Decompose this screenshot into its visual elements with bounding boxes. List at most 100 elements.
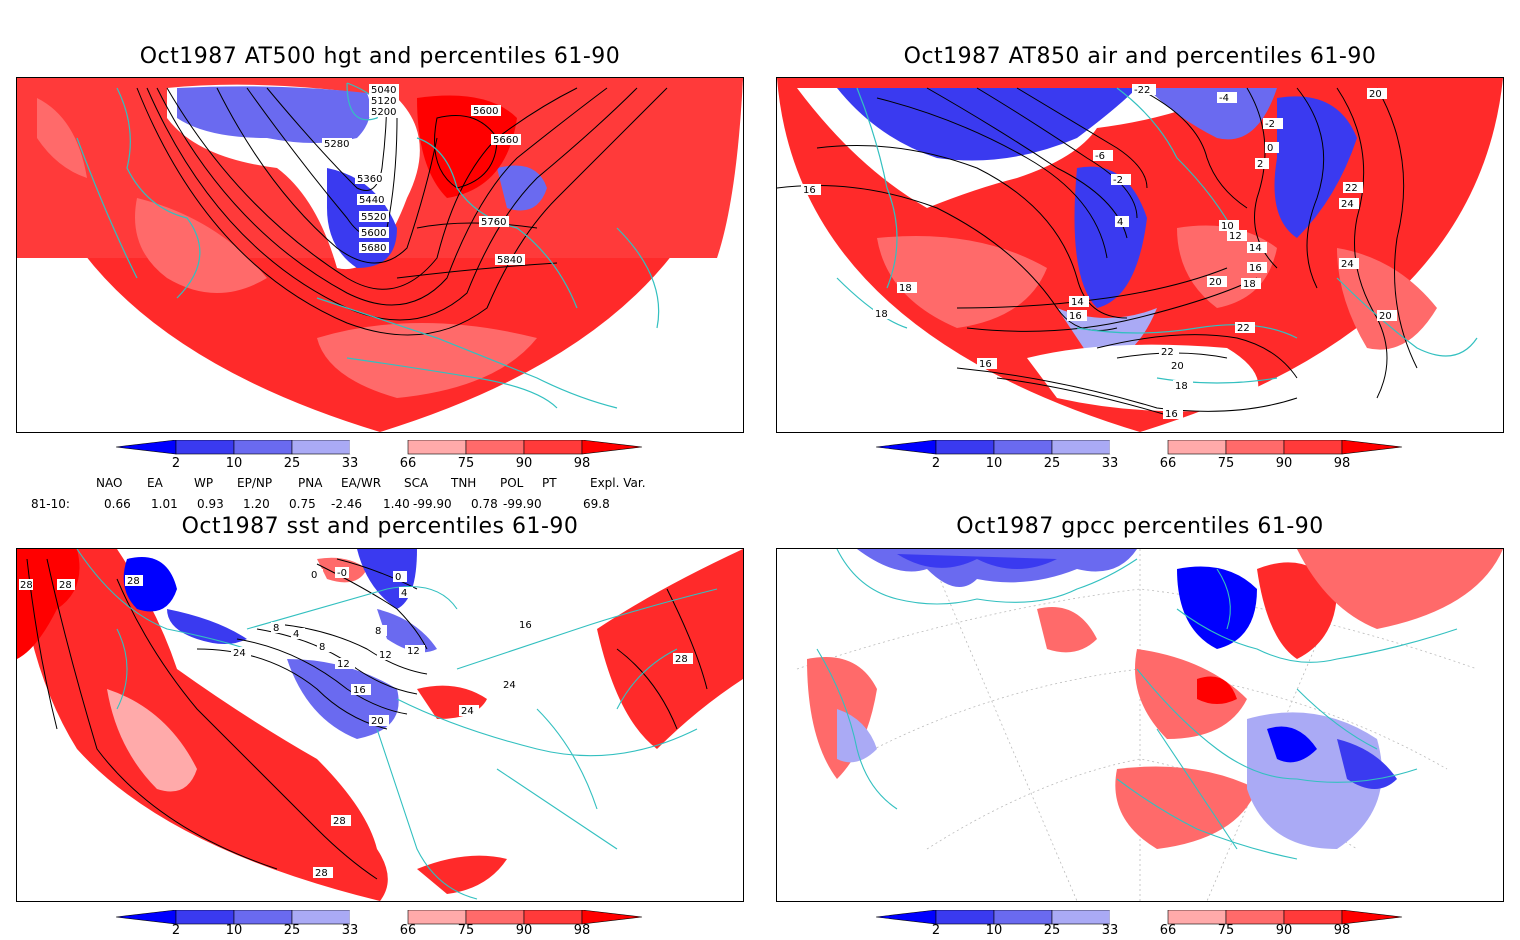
index-value: -99.90 [503, 497, 542, 511]
colorbar-label: 10 [985, 923, 1003, 938]
colorbar-swatches [115, 439, 643, 455]
colorbar-label: 66 [399, 456, 417, 471]
contour-label: 14 [1071, 297, 1084, 308]
contour-label: 22 [1237, 323, 1250, 334]
contour-label: 24 [233, 648, 246, 659]
colorbar-label: 2 [171, 923, 181, 938]
map-hgt: 5040 5120 5200 5280 5360 5440 5520 5600 … [16, 77, 744, 433]
colorbar-label: 25 [1043, 923, 1061, 938]
contour-label: 0 [1267, 143, 1273, 154]
index-header: PNA [298, 476, 323, 490]
contour-label: 8 [273, 623, 279, 634]
contour-label: -2 [1265, 119, 1275, 130]
contour-label: 8 [375, 626, 381, 637]
colorbar-label: 75 [1217, 923, 1235, 938]
colorbar-label: 33 [341, 923, 359, 938]
contour-label: 18 [875, 309, 888, 320]
contour-label: 18 [1175, 381, 1188, 392]
contour-label: 12 [407, 646, 420, 657]
contour-label: 5660 [493, 135, 518, 146]
colorbar-swatches [875, 909, 1403, 925]
contour-label: 5600 [361, 228, 386, 239]
index-header: EP/NP [237, 476, 273, 490]
index-value: 0.78 [471, 497, 498, 511]
contour-label: 28 [20, 580, 33, 591]
contour-label: 28 [675, 654, 688, 665]
index-header-row: NAO EA WP EP/NP PNA EA/WR SCA TNH POL PT… [0, 476, 700, 492]
contour-label: 16 [1165, 409, 1178, 420]
contour-label: 4 [401, 588, 407, 599]
colorbar-swatches [875, 439, 1403, 455]
contour-label: 16 [519, 620, 532, 631]
contour-label: 5600 [473, 106, 498, 117]
contour-label: 20 [371, 716, 384, 727]
index-header: POL [500, 476, 524, 490]
contour-label: -0 [337, 568, 347, 579]
contour-label: 16 [979, 359, 992, 370]
index-header: WP [194, 476, 214, 490]
index-value: 0.75 [289, 497, 316, 511]
contour-label: 5760 [481, 217, 506, 228]
contour-label: 4 [293, 629, 299, 640]
contour-label: 28 [333, 816, 346, 827]
index-header: PT [542, 476, 557, 490]
colorbar-label: 2 [931, 456, 941, 471]
index-value: -2.46 [331, 497, 363, 511]
colorbar-label: 33 [1101, 923, 1119, 938]
contour-label: 28 [315, 868, 328, 879]
colorbar-label: 90 [1275, 923, 1293, 938]
contour-label: 2 [1257, 159, 1263, 170]
panel-title-hgt: Oct1987 AT500 hgt and percentiles 61-90 [139, 44, 621, 69]
index-header: SCA [404, 476, 429, 490]
contour-label: 20 [1379, 311, 1392, 322]
colorbar-3: 2 10 25 33 66 75 90 98 [115, 909, 644, 940]
contour-label: 16 [803, 185, 816, 196]
contour-label: 5520 [361, 212, 386, 223]
contour-label: 24 [461, 706, 474, 717]
contour-label: 24 [1341, 199, 1354, 210]
index-value: -99.90 [413, 497, 452, 511]
colorbar-4: 2 10 25 33 66 75 90 98 [875, 909, 1404, 940]
contour-label: 12 [337, 659, 350, 670]
colorbar-label: 90 [515, 456, 533, 471]
contour-label: 5680 [361, 243, 386, 254]
contour-label: 5440 [359, 195, 384, 206]
contour-label: 5280 [324, 139, 349, 150]
contour-label: 10 [1221, 221, 1234, 232]
colorbar-label: 66 [1159, 456, 1177, 471]
panel-title-air: Oct1987 AT850 air and percentiles 61-90 [903, 44, 1377, 69]
contour-label: 5120 [371, 96, 396, 107]
colorbar-label: 75 [457, 923, 475, 938]
contour-label: 4 [1117, 217, 1123, 228]
colorbar-2: 2 10 25 33 66 75 90 98 [875, 439, 1404, 474]
index-value: 1.01 [151, 497, 178, 511]
index-header: Expl. Var. [590, 476, 646, 490]
contour-label: 20 [1209, 277, 1222, 288]
colorbar-label: 25 [283, 456, 301, 471]
index-value: 1.20 [243, 497, 270, 511]
contour-label: -4 [1219, 93, 1229, 104]
contour-label: 5040 [371, 85, 396, 96]
contour-label: 8 [319, 642, 325, 653]
contour-label: 20 [1369, 89, 1382, 100]
colorbar-1: 2 10 25 33 66 75 90 98 [115, 439, 644, 474]
index-value: 0.66 [104, 497, 131, 511]
contour-label: 14 [1249, 243, 1262, 254]
contour-label: 16 [1069, 311, 1082, 322]
colorbar-label: 75 [1217, 456, 1235, 471]
panel-title-sst: Oct1987 sst and percentiles 61-90 [181, 514, 579, 539]
contour-label: 12 [379, 650, 392, 661]
contour-label: 5200 [371, 107, 396, 118]
index-value: 1.40 [383, 497, 410, 511]
contour-label: -2 [1113, 175, 1123, 186]
colorbar-label: 2 [931, 923, 941, 938]
colorbar-label: 90 [1275, 456, 1293, 471]
index-header: NAO [96, 476, 123, 490]
contour-label: -22 [1134, 85, 1150, 96]
colorbar-label: 75 [457, 456, 475, 471]
colorbar-label: 66 [399, 923, 417, 938]
contour-label: 5360 [357, 174, 382, 185]
panel-title-gpcc: Oct1987 gpcc percentiles 61-90 [956, 514, 1324, 539]
colorbar-label: 33 [1101, 456, 1119, 471]
colorbar-label: 98 [573, 923, 591, 938]
